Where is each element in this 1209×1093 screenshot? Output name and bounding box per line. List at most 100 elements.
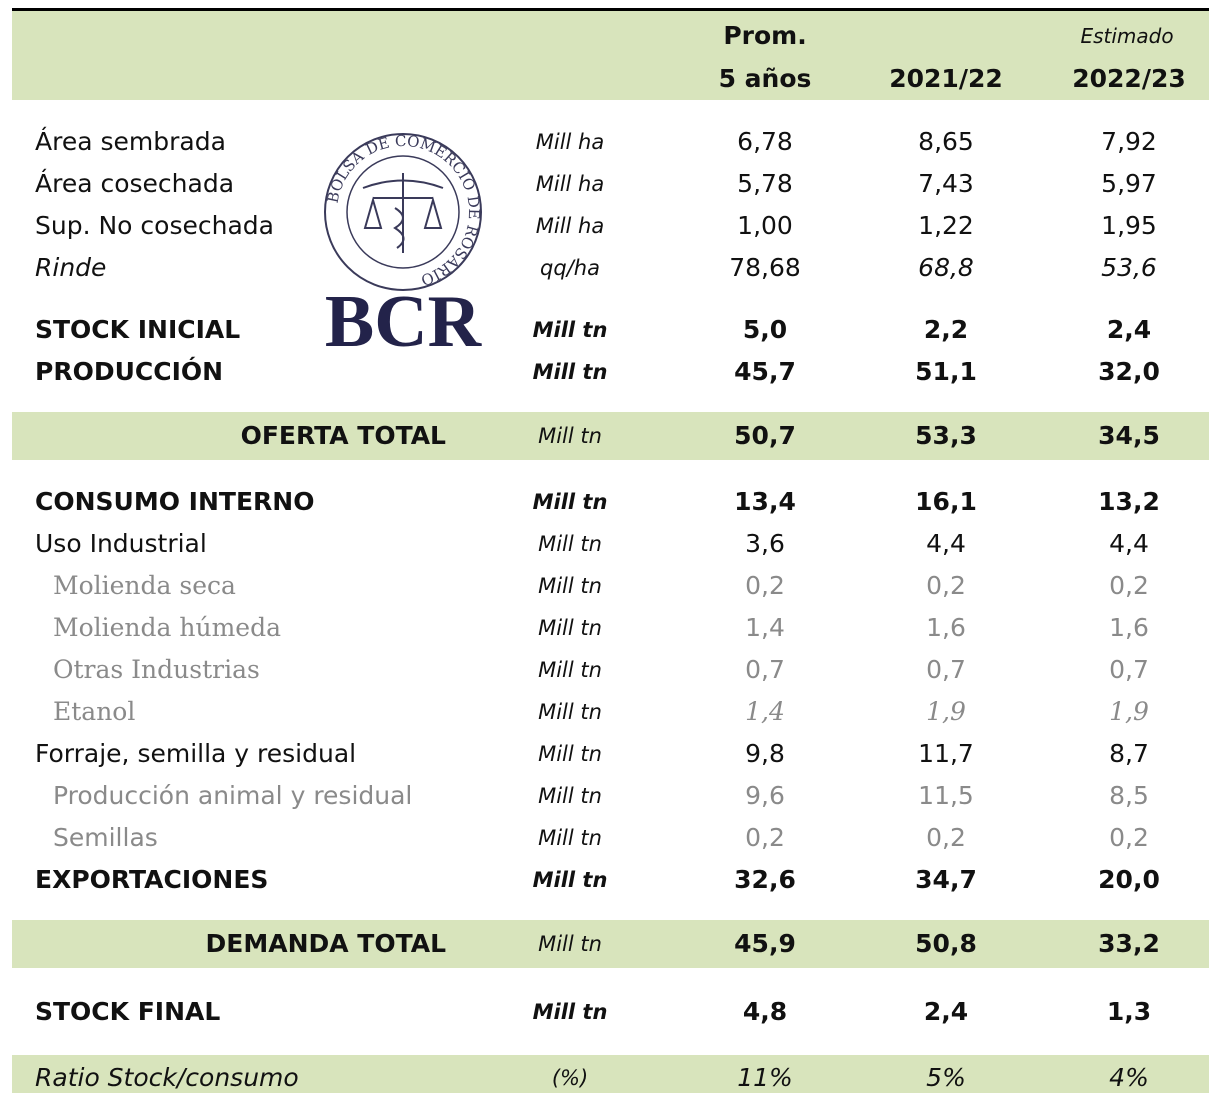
table-cell: Mill ha bbox=[535, 130, 605, 154]
table-cell: Mill tn bbox=[538, 532, 602, 556]
table-cell: 1,4 bbox=[745, 613, 785, 642]
table-cell: 34,7 bbox=[915, 865, 977, 894]
table-cell: 78,68 bbox=[729, 253, 801, 282]
table-cell: Molienda seca bbox=[53, 571, 236, 600]
table-cell: Mill tn bbox=[538, 658, 602, 682]
table-cell: 0,7 bbox=[926, 655, 966, 684]
table-cell: 1,6 bbox=[926, 613, 966, 642]
table-cell: Producción animal y residual bbox=[53, 781, 413, 810]
table-cell: 20,0 bbox=[1098, 865, 1160, 894]
table-cell: 11% bbox=[737, 1063, 793, 1092]
table-cell: Mill tn bbox=[538, 574, 602, 598]
table-cell: 0,7 bbox=[745, 655, 785, 684]
header-cell: Estimado bbox=[1080, 24, 1174, 48]
table-cell: 2,2 bbox=[923, 315, 969, 344]
table-cell: 8,7 bbox=[1109, 739, 1149, 768]
table-cell: CONSUMO INTERNO bbox=[35, 487, 315, 516]
table-cell: Área sembrada bbox=[35, 127, 226, 156]
table-cell: 2,4 bbox=[1106, 315, 1152, 344]
table-cell: 50,8 bbox=[915, 929, 977, 958]
table-cell: 4,4 bbox=[1109, 529, 1149, 558]
table-cell: 5,0 bbox=[742, 315, 788, 344]
table-cell: 5,97 bbox=[1101, 169, 1157, 198]
seal-ring bbox=[346, 155, 460, 269]
table-cell: 7,43 bbox=[918, 169, 974, 198]
band bbox=[12, 412, 1209, 460]
table-cell: Mill tn bbox=[532, 1000, 608, 1024]
table-cell: 0,7 bbox=[1109, 655, 1149, 684]
table-cell: 2,4 bbox=[923, 997, 969, 1026]
table-cell: 5,78 bbox=[737, 169, 793, 198]
table-cell: 1,00 bbox=[737, 211, 793, 240]
table-cell: 0,2 bbox=[1109, 823, 1149, 852]
table-cell: 53,3 bbox=[915, 421, 977, 450]
table-cell: Mill tn bbox=[532, 318, 608, 342]
table-cell: 1,6 bbox=[1109, 613, 1149, 642]
seal-emblem bbox=[362, 173, 444, 253]
table-cell: Etanol bbox=[53, 697, 136, 726]
table-cell: 1,9 bbox=[1109, 697, 1149, 726]
table-cell: 8,5 bbox=[1109, 781, 1149, 810]
table-cell: Molienda húmeda bbox=[53, 613, 282, 642]
table-cell: 4% bbox=[1109, 1063, 1149, 1092]
table-cell: 33,2 bbox=[1098, 929, 1160, 958]
table-cell: Mill tn bbox=[538, 784, 602, 808]
table-cell: (%) bbox=[551, 1066, 589, 1090]
header-cell: 2021/22 bbox=[889, 64, 1003, 93]
table-cell: 11,5 bbox=[918, 781, 974, 810]
table-cell: PRODUCCIÓN bbox=[35, 357, 224, 386]
table-cell: Área cosechada bbox=[35, 169, 235, 198]
table-cell: 50,7 bbox=[734, 421, 796, 450]
table-cell: 45,9 bbox=[734, 929, 796, 958]
table-cell: 45,7 bbox=[734, 357, 796, 386]
table-cell: 16,1 bbox=[915, 487, 977, 516]
table-cell: 7,92 bbox=[1101, 127, 1157, 156]
table-cell: 8,65 bbox=[918, 127, 974, 156]
table-cell: Mill tn bbox=[538, 932, 602, 956]
header-cell: Prom. bbox=[723, 21, 807, 50]
logo: BOLSA DE COMERCIO DE ROSARIO BCR bbox=[324, 132, 484, 363]
seal-ring bbox=[324, 133, 482, 291]
table-cell: 68,8 bbox=[918, 253, 974, 282]
table-cell: STOCK INICIAL bbox=[35, 315, 241, 344]
table-cell: DEMANDA TOTAL bbox=[205, 929, 446, 958]
table-cell: 32,0 bbox=[1098, 357, 1160, 386]
table-cell: 0,2 bbox=[745, 823, 785, 852]
table-cell: Otras Industrias bbox=[53, 655, 260, 684]
table-cell: qq/ha bbox=[540, 256, 600, 280]
table-cell: 5% bbox=[926, 1063, 966, 1092]
table-cell: Rinde bbox=[35, 253, 107, 282]
table-cell: OFERTA TOTAL bbox=[240, 421, 446, 450]
table-cell: Mill tn bbox=[538, 826, 602, 850]
table-cell: Ratio Stock/consumo bbox=[35, 1063, 299, 1092]
header-band bbox=[12, 11, 1209, 100]
header-cell: 2022/23 bbox=[1072, 64, 1186, 93]
table-cell: 4,8 bbox=[742, 997, 788, 1026]
table-cell: Uso Industrial bbox=[35, 529, 207, 558]
table-cell: 9,8 bbox=[745, 739, 785, 768]
table-cell: STOCK FINAL bbox=[35, 997, 221, 1026]
table-cell: Mill tn bbox=[538, 742, 602, 766]
table-cell: 1,9 bbox=[926, 697, 966, 726]
table-cell: 1,3 bbox=[1106, 997, 1152, 1026]
band bbox=[12, 920, 1209, 968]
table-cell: 0,2 bbox=[745, 571, 785, 600]
table-cell: Mill tn bbox=[532, 868, 608, 892]
table-cell: 0,2 bbox=[926, 823, 966, 852]
table-cell: 3,6 bbox=[745, 529, 785, 558]
table-cell: 6,78 bbox=[737, 127, 793, 156]
table-cell: Forraje, semilla y residual bbox=[35, 739, 357, 768]
table-cell: EXPORTACIONES bbox=[35, 865, 269, 894]
table-cell: 51,1 bbox=[915, 357, 977, 386]
table-cell: 1,95 bbox=[1101, 211, 1157, 240]
top-rule bbox=[12, 8, 1209, 11]
table-cell: 0,2 bbox=[1109, 571, 1149, 600]
table-cell: 9,6 bbox=[745, 781, 785, 810]
logo-name: BCR bbox=[325, 281, 483, 363]
table-cell: Mill tn bbox=[538, 700, 602, 724]
table-cell: Mill ha bbox=[535, 172, 605, 196]
table-cell: Sup. No cosechada bbox=[35, 211, 274, 240]
table-cell: Mill tn bbox=[538, 424, 602, 448]
table-cell: Semillas bbox=[53, 823, 158, 852]
